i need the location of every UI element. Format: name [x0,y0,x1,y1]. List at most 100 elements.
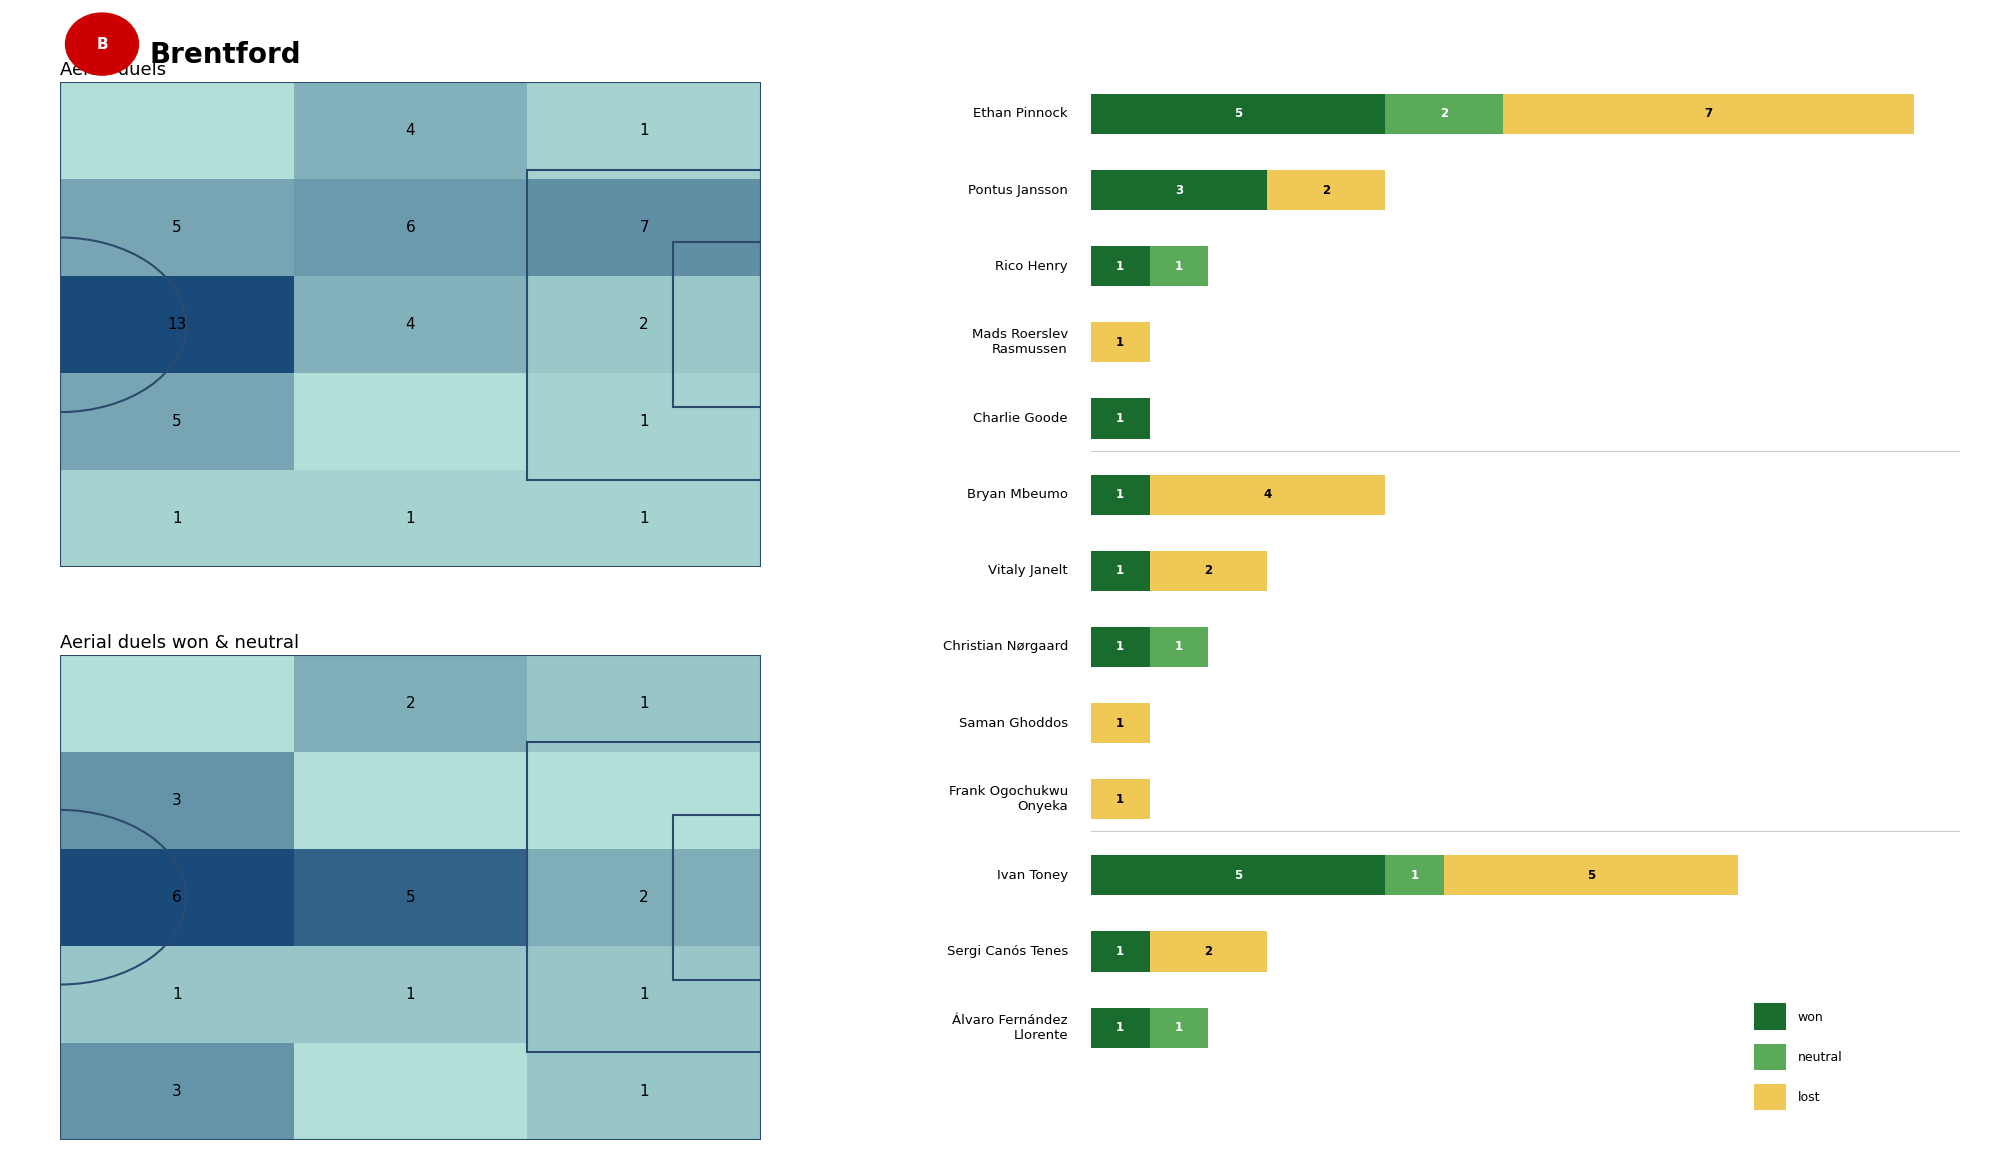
Text: 2: 2 [1322,183,1330,196]
Bar [294,1042,528,1140]
Bar [528,169,760,481]
Bar [528,1042,760,1140]
Text: 2: 2 [1204,945,1212,958]
Bar [1150,932,1268,972]
Bar [60,848,294,946]
Bar [1150,627,1208,667]
Bar [528,741,760,1053]
Bar [60,180,294,276]
Text: Vitaly Janelt: Vitaly Janelt [988,564,1068,577]
Text: 3: 3 [172,1083,182,1099]
Text: won: won [1798,1010,1824,1023]
Bar [294,276,528,374]
Bar [294,180,528,276]
Text: Brentford: Brentford [150,41,302,69]
Bar [1150,551,1268,591]
Text: 4: 4 [406,317,416,333]
Bar [60,946,294,1042]
Text: Sergi Canós Tenes: Sergi Canós Tenes [946,945,1068,958]
Text: 7: 7 [640,220,648,235]
Text: 1: 1 [640,123,648,139]
Text: 1: 1 [640,511,648,526]
Text: Saman Ghoddos: Saman Ghoddos [958,717,1068,730]
Text: 1: 1 [640,415,648,429]
Text: 3: 3 [1174,183,1184,196]
Bar [674,242,760,408]
Text: 1: 1 [1174,260,1184,273]
Bar [294,374,528,470]
Bar [1090,779,1150,819]
Bar [528,848,760,946]
Bar [1090,247,1150,287]
Bar [60,374,294,470]
Bar [1444,855,1738,895]
Bar [528,470,760,568]
Text: 7: 7 [1704,107,1712,121]
Text: 5: 5 [1234,868,1242,882]
Text: Ivan Toney: Ivan Toney [996,868,1068,882]
Text: 4: 4 [406,123,416,139]
Bar [60,1042,294,1140]
Text: 6: 6 [406,220,416,235]
Bar [1268,170,1384,210]
Text: 5: 5 [172,220,182,235]
Text: 6: 6 [172,889,182,905]
Text: 2: 2 [1440,107,1448,121]
Text: Álvaro Fernández
Llorente: Álvaro Fernández Llorente [952,1014,1068,1042]
Bar [294,752,528,848]
Bar [1090,627,1150,667]
Bar [1502,94,1914,134]
Text: 1: 1 [640,987,648,1002]
Text: 3: 3 [172,793,182,807]
Text: B: B [96,36,108,52]
Text: 5: 5 [406,889,416,905]
Text: 2: 2 [1204,564,1212,577]
Bar [1090,94,1384,134]
Text: 5: 5 [1234,107,1242,121]
Bar [1754,1003,1786,1029]
Text: 1: 1 [1116,945,1124,958]
Bar [528,654,760,752]
Bar [1150,475,1384,515]
Text: lost: lost [1798,1090,1820,1104]
Bar [674,814,760,980]
Bar [294,654,528,752]
Bar [1754,1083,1786,1110]
Bar [294,848,528,946]
Bar [1754,1043,1786,1070]
Bar [1090,855,1384,895]
Text: Christian Nørgaard: Christian Nørgaard [942,640,1068,653]
Bar [1384,94,1502,134]
Text: 1: 1 [1116,412,1124,425]
Bar [60,752,294,848]
Text: 1: 1 [1116,793,1124,806]
Bar [1150,1007,1208,1048]
Text: 1: 1 [1116,640,1124,653]
Text: 4: 4 [1264,488,1272,502]
Bar [60,276,294,374]
Text: 2: 2 [640,317,648,333]
Bar [1090,1007,1150,1048]
Text: 1: 1 [1116,1021,1124,1034]
Text: Pontus Jansson: Pontus Jansson [968,183,1068,196]
Bar [1090,475,1150,515]
Text: 1: 1 [406,987,416,1002]
Text: 2: 2 [640,889,648,905]
Bar [528,180,760,276]
Bar [60,654,294,752]
Text: Mads Roerslev
Rasmussen: Mads Roerslev Rasmussen [972,328,1068,356]
Text: 1: 1 [1116,488,1124,502]
Bar [528,752,760,848]
Text: 1: 1 [172,987,182,1002]
Text: Aerial duels won & neutral: Aerial duels won & neutral [60,633,300,652]
Bar [528,276,760,374]
Text: Rico Henry: Rico Henry [996,260,1068,273]
Text: 1: 1 [640,696,648,711]
Bar [1090,551,1150,591]
Text: Frank Ogochukwu
Onyeka: Frank Ogochukwu Onyeka [948,785,1068,813]
Text: 1: 1 [1174,1021,1184,1034]
Text: Bryan Mbeumo: Bryan Mbeumo [966,488,1068,502]
Text: Charlie Goode: Charlie Goode [974,412,1068,425]
Text: 1: 1 [1174,640,1184,653]
Bar [1090,170,1268,210]
